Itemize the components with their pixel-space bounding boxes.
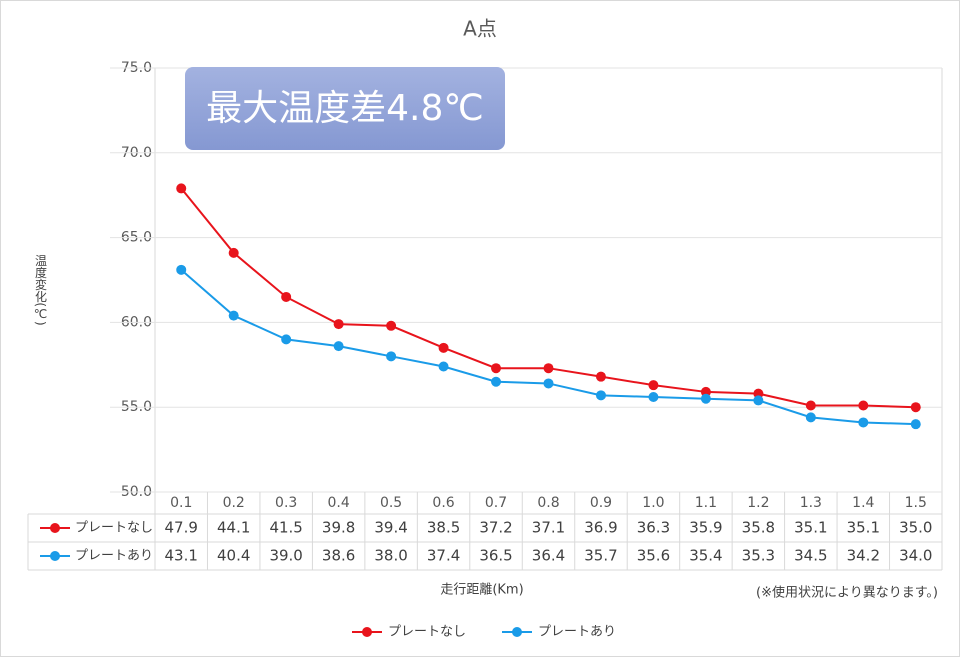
table-cell: 35.6 xyxy=(637,547,670,565)
data-point xyxy=(438,361,449,372)
legend-marker xyxy=(362,627,372,637)
x-tick-label: 1.5 xyxy=(905,495,927,511)
data-point xyxy=(543,378,554,389)
data-point xyxy=(176,183,187,194)
table-cell: 35.7 xyxy=(584,547,617,565)
x-axis-label: 走行距離(Km) xyxy=(440,583,523,598)
table-cell: 34.2 xyxy=(847,547,880,565)
table-cell: 37.1 xyxy=(532,519,565,537)
data-point xyxy=(543,363,554,374)
data-point xyxy=(491,376,502,387)
table-cell: 36.4 xyxy=(532,547,565,565)
table-cell: 44.1 xyxy=(217,519,250,537)
data-point xyxy=(595,371,606,382)
legend-label: プレートなし xyxy=(388,625,466,640)
table-legend-label: プレートあり xyxy=(75,549,153,564)
data-point xyxy=(858,417,869,428)
table-cell: 36.5 xyxy=(479,547,512,565)
data-point xyxy=(333,341,344,352)
data-point xyxy=(648,380,659,391)
x-tick-label: 1.1 xyxy=(695,495,717,511)
y-axis-label: 温度変化(℃) xyxy=(34,254,48,326)
table-cell: 34.5 xyxy=(794,547,827,565)
data-point xyxy=(753,395,764,406)
table-cell: 35.9 xyxy=(689,519,722,537)
table-cell: 38.6 xyxy=(322,547,355,565)
x-tick-label: 0.5 xyxy=(380,495,402,511)
data-point xyxy=(228,247,239,258)
x-tick-label: 0.2 xyxy=(223,495,245,511)
table-cell: 35.1 xyxy=(794,519,827,537)
chart-title: A点 xyxy=(463,17,497,41)
x-tick-label: 1.2 xyxy=(747,495,769,511)
annotation-box xyxy=(185,67,505,150)
table-cell: 43.1 xyxy=(165,547,198,565)
data-point xyxy=(858,400,869,411)
data-point xyxy=(386,351,397,362)
table-legend-label: プレートなし xyxy=(75,521,153,536)
data-point xyxy=(491,363,502,374)
x-tick-label: 1.3 xyxy=(800,495,822,511)
table-cell: 38.5 xyxy=(427,519,460,537)
table-cell: 47.9 xyxy=(165,519,198,537)
data-point xyxy=(910,402,921,413)
table-cell: 41.5 xyxy=(269,519,302,537)
data-point xyxy=(595,390,606,401)
annotation: 最大温度差4.8℃ xyxy=(206,88,484,129)
table-cell: 35.4 xyxy=(689,547,722,565)
data-point xyxy=(281,291,292,302)
x-tick-label: 0.3 xyxy=(275,495,297,511)
table-cell: 35.3 xyxy=(742,547,775,565)
x-tick-label: 0.8 xyxy=(537,495,559,511)
table-cell: 40.4 xyxy=(217,547,250,565)
data-point xyxy=(176,264,187,275)
table-cell: 37.2 xyxy=(479,519,512,537)
data-point xyxy=(386,320,397,331)
data-point xyxy=(910,419,921,430)
data-point xyxy=(228,310,239,321)
data-point xyxy=(438,342,449,353)
table-cell: 39.8 xyxy=(322,519,355,537)
x-tick-label: 0.1 xyxy=(170,495,192,511)
table-cell: 39.4 xyxy=(374,519,407,537)
x-tick-label: 0.6 xyxy=(432,495,454,511)
table-cell: 34.0 xyxy=(899,547,932,565)
data-point xyxy=(805,412,816,423)
x-tick-label: 0.7 xyxy=(485,495,507,511)
x-tick-label: 1.0 xyxy=(642,495,664,511)
table-cell: 36.3 xyxy=(637,519,670,537)
data-point xyxy=(805,400,816,411)
data-point xyxy=(281,334,292,345)
table-legend-marker xyxy=(50,551,60,561)
legend-label: プレートあり xyxy=(538,625,616,640)
data-point xyxy=(333,319,344,330)
x-tick-label: 1.4 xyxy=(852,495,874,511)
table-cell: 35.0 xyxy=(899,519,932,537)
table-cell: 35.1 xyxy=(847,519,880,537)
legend-marker xyxy=(512,627,522,637)
table-legend-marker xyxy=(50,523,60,533)
note: (※使用状況により異なります。) xyxy=(756,585,938,601)
table-cell: 38.0 xyxy=(374,547,407,565)
data-point xyxy=(648,392,659,403)
x-tick-label: 0.4 xyxy=(328,495,350,511)
table-cell: 35.8 xyxy=(742,519,775,537)
table-cell: 37.4 xyxy=(427,547,460,565)
table-cell: 36.9 xyxy=(584,519,617,537)
data-point xyxy=(700,393,711,404)
x-tick-label: 0.9 xyxy=(590,495,612,511)
table-cell: 39.0 xyxy=(269,547,302,565)
